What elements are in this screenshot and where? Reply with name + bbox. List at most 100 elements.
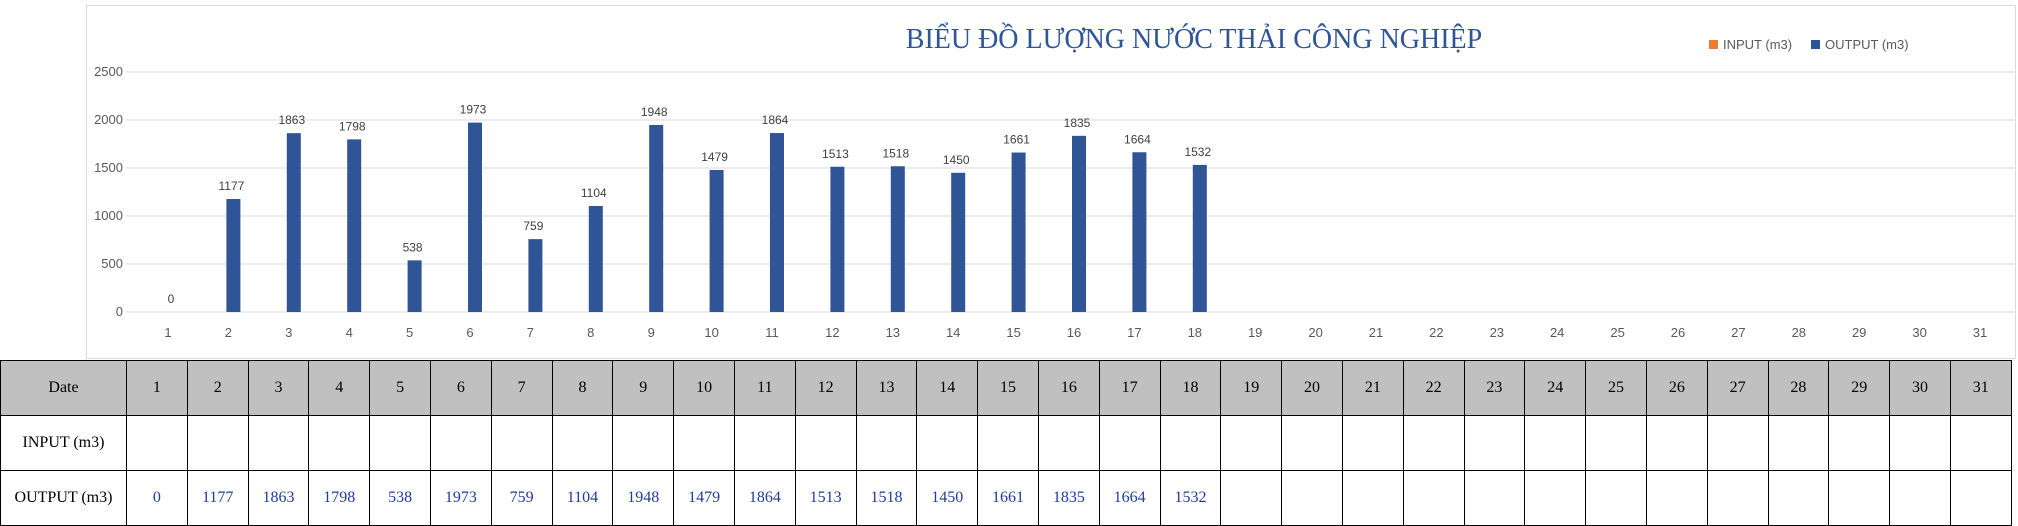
input-cell <box>1767 415 1830 471</box>
output-cell: 1104 <box>551 470 614 526</box>
data-label: 1863 <box>278 113 305 127</box>
x-tick-label: 11 <box>765 325 779 340</box>
output-bar <box>709 170 724 312</box>
output-bar <box>286 133 301 312</box>
input-cell <box>1585 415 1647 471</box>
date-cell: 8 <box>551 360 614 416</box>
date-cell: 23 <box>1463 360 1526 416</box>
data-label: 1835 <box>1064 116 1091 130</box>
output-bar <box>649 124 664 312</box>
output-cell <box>1828 470 1891 526</box>
data-label: 1864 <box>762 113 789 127</box>
output-bar <box>951 172 966 312</box>
output-cell: 1518 <box>855 470 918 526</box>
x-tick-label: 13 <box>886 325 900 340</box>
input-cell <box>1281 415 1343 471</box>
x-tick-label: 20 <box>1308 325 1322 340</box>
input-cell <box>1159 415 1222 471</box>
y-tick-label: 2000 <box>94 112 123 127</box>
x-tick-label: 4 <box>346 325 353 340</box>
data-label: 1948 <box>641 105 668 119</box>
date-cell: 28 <box>1767 360 1830 416</box>
input-row-label: INPUT (m3) <box>0 415 127 471</box>
output-bar <box>468 122 482 312</box>
output-bar <box>226 199 241 312</box>
x-tick-label: 18 <box>1188 325 1202 340</box>
x-tick-label: 21 <box>1369 325 1383 340</box>
data-label: 1532 <box>1184 145 1211 159</box>
output-row-label: OUTPUT (m3) <box>0 470 127 526</box>
y-tick-label: 0 <box>116 304 123 319</box>
data-label: 1479 <box>701 150 728 164</box>
output-cell: 1973 <box>429 470 492 526</box>
input-cell <box>186 415 249 471</box>
date-cell: 14 <box>916 360 979 416</box>
output-cell <box>1889 470 1951 526</box>
data-label: 1518 <box>882 146 909 160</box>
x-tick-label: 9 <box>648 325 655 340</box>
x-tick-label: 14 <box>946 325 960 340</box>
output-bar <box>1072 135 1086 312</box>
date-cell: 6 <box>429 360 492 416</box>
output-cell: 1664 <box>1098 470 1161 526</box>
output-cell <box>1706 470 1769 526</box>
date-cell: 19 <box>1220 360 1283 416</box>
output-cell <box>1402 470 1465 526</box>
input-cell <box>673 415 735 471</box>
data-label: 759 <box>523 219 543 233</box>
output-bar <box>1011 152 1026 312</box>
input-cell <box>733 415 796 471</box>
output-cell <box>1524 470 1587 526</box>
output-cell <box>1767 470 1830 526</box>
input-cell <box>1341 415 1404 471</box>
date-cell: 5 <box>369 360 431 416</box>
x-tick-label: 6 <box>466 325 473 340</box>
date-cell: 16 <box>1037 360 1100 416</box>
date-cell: 3 <box>247 360 310 416</box>
input-cell <box>1645 415 1708 471</box>
input-cell <box>1463 415 1526 471</box>
input-cell <box>794 415 857 471</box>
input-cell <box>490 415 553 471</box>
output-cell <box>1585 470 1647 526</box>
data-label: 0 <box>168 292 175 306</box>
x-tick-label: 10 <box>704 325 718 340</box>
x-tick-label: 7 <box>527 325 534 340</box>
x-tick-label: 24 <box>1550 325 1564 340</box>
output-cell: 538 <box>369 470 431 526</box>
output-cell <box>1220 470 1283 526</box>
x-tick-label: 2 <box>225 325 232 340</box>
input-cell <box>977 415 1039 471</box>
output-cell: 759 <box>490 470 553 526</box>
date-cell: 17 <box>1098 360 1161 416</box>
data-table: Date 1 2 3 4 5 6 7 8 9 10 11 12 13 14 15 16 17 18 19 20 21 22… <box>0 360 2012 526</box>
output-bar <box>588 206 603 312</box>
date-cell: 2 <box>186 360 249 416</box>
output-cell: 1513 <box>794 470 857 526</box>
x-tick-label: 30 <box>1912 325 1926 340</box>
input-cell <box>916 415 979 471</box>
date-row-label: Date <box>0 360 127 416</box>
x-tick-label: 17 <box>1127 325 1141 340</box>
date-cell: 11 <box>733 360 796 416</box>
output-cell: 1479 <box>673 470 735 526</box>
date-cell: 18 <box>1159 360 1222 416</box>
y-tick-label: 500 <box>101 256 123 271</box>
output-cell: 1798 <box>308 470 371 526</box>
data-label: 1798 <box>339 119 366 133</box>
y-tick-label: 1000 <box>94 208 123 223</box>
input-cell <box>1706 415 1769 471</box>
date-cell: 4 <box>308 360 371 416</box>
x-tick-label: 16 <box>1067 325 1081 340</box>
x-tick-label: 27 <box>1731 325 1745 340</box>
output-row: OUTPUT (m3) 0 1177 1863 1798 538 1973 759 1104 1… <box>0 470 2012 526</box>
chart-title: BIỂU ĐỒ LƯỢNG NƯỚC THẢI CÔNG NGHIỆP <box>906 23 1482 55</box>
input-cell <box>855 415 918 471</box>
output-cell <box>1949 470 2012 526</box>
output-cell: 1450 <box>916 470 979 526</box>
output-cell <box>1341 470 1404 526</box>
date-cell: 21 <box>1341 360 1404 416</box>
input-cell <box>126 415 188 471</box>
legend-input-swatch <box>1709 40 1718 49</box>
input-row: INPUT (m3) <box>0 415 2012 471</box>
